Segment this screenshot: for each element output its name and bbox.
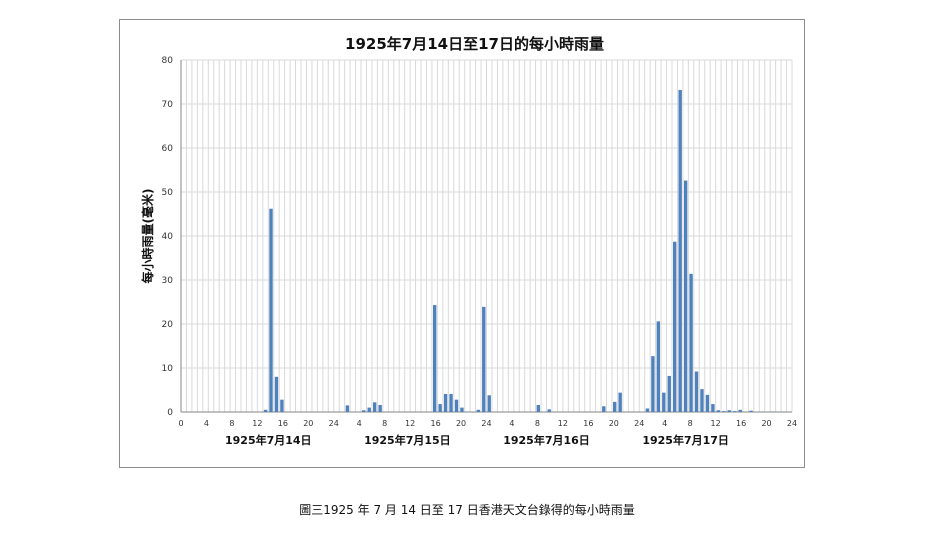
bar bbox=[662, 392, 666, 412]
x-tick-label: 20 bbox=[456, 419, 466, 428]
day-label: 1925年7月16日 bbox=[503, 433, 590, 447]
bar bbox=[705, 394, 710, 412]
bar bbox=[645, 408, 650, 412]
bar bbox=[482, 306, 486, 412]
bar bbox=[438, 404, 442, 412]
bar bbox=[476, 409, 481, 412]
bar bbox=[673, 241, 677, 412]
x-tick-label: 20 bbox=[303, 419, 313, 428]
x-tick-label: 8 bbox=[382, 419, 387, 428]
bar bbox=[263, 409, 268, 412]
bar bbox=[667, 375, 671, 412]
day-label: 1925年7月14日 bbox=[225, 433, 312, 447]
x-tick-label: 16 bbox=[736, 419, 746, 428]
bar bbox=[443, 393, 448, 412]
x-tick-label: 24 bbox=[481, 419, 491, 428]
x-tick-label: 4 bbox=[662, 419, 667, 428]
bar bbox=[771, 411, 775, 413]
x-tick-label: 8 bbox=[535, 419, 540, 428]
day-label: 1925年7月17日 bbox=[642, 433, 729, 447]
y-tick-label: 10 bbox=[162, 364, 174, 374]
bar bbox=[465, 411, 470, 413]
x-tick-label: 4 bbox=[204, 419, 209, 428]
x-tick-label: 20 bbox=[761, 419, 771, 428]
bar bbox=[602, 406, 606, 412]
bar bbox=[678, 89, 682, 413]
bar bbox=[274, 376, 279, 412]
bar bbox=[727, 410, 731, 412]
bar bbox=[694, 371, 699, 412]
bar bbox=[432, 305, 437, 412]
x-tick-label: 16 bbox=[430, 419, 440, 428]
figure-caption: 圖三1925 年 7 月 14 日至 17 日香港天文台錄得的每小時雨量 bbox=[299, 503, 635, 517]
bar bbox=[722, 411, 726, 412]
bar bbox=[716, 410, 721, 412]
x-tick-label: 24 bbox=[634, 419, 644, 428]
bar bbox=[618, 392, 622, 412]
bar bbox=[711, 404, 715, 412]
bar bbox=[656, 321, 661, 412]
bar bbox=[378, 404, 382, 412]
y-tick-label: 60 bbox=[162, 144, 174, 154]
x-tick-label: 12 bbox=[252, 419, 262, 428]
y-tick-label: 40 bbox=[162, 232, 174, 242]
bar bbox=[449, 393, 453, 412]
y-axis-label: 每小時雨量(毫米) bbox=[140, 189, 155, 284]
chart-title: 1925年7月14日至17日的每小時雨量 bbox=[345, 35, 604, 53]
x-tick-label: 12 bbox=[711, 419, 721, 428]
bar bbox=[689, 273, 693, 412]
bar bbox=[683, 180, 688, 412]
bar bbox=[738, 409, 742, 412]
x-tick-label: 24 bbox=[787, 419, 797, 428]
x-tick-label: 16 bbox=[583, 419, 593, 428]
bar bbox=[733, 411, 737, 412]
bar bbox=[362, 410, 366, 412]
bar bbox=[460, 407, 464, 412]
bar bbox=[487, 395, 491, 412]
bar bbox=[280, 399, 284, 412]
bar bbox=[760, 411, 764, 413]
y-tick-label: 30 bbox=[162, 276, 174, 286]
bar bbox=[269, 208, 273, 412]
bar bbox=[454, 399, 459, 412]
x-tick-label: 20 bbox=[609, 419, 619, 428]
bar bbox=[613, 401, 617, 412]
x-tick-label: 24 bbox=[329, 419, 339, 428]
y-tick-label: 70 bbox=[162, 100, 174, 110]
chart-frame: 0 10 20 30 40 50 60 70 80 0 4 8 12 16 20 24 4 8 12 16 20 24 4 8… bbox=[119, 19, 805, 468]
x-tick-label: 0 bbox=[178, 419, 183, 428]
bar bbox=[372, 402, 377, 412]
x-tick-label: 4 bbox=[509, 419, 514, 428]
chart-svg: 0 10 20 30 40 50 60 70 80 0 4 8 12 16 20 24 4 8 12 16 20 24 4 8… bbox=[140, 35, 797, 447]
x-tick-label: 8 bbox=[688, 419, 693, 428]
y-tick-label: 80 bbox=[162, 56, 174, 66]
x-tick-label: 4 bbox=[357, 419, 362, 428]
x-tick-label: 12 bbox=[405, 419, 415, 428]
x-tick-label: 16 bbox=[278, 419, 288, 428]
bar bbox=[651, 356, 655, 412]
y-tick-label: 20 bbox=[162, 320, 174, 330]
day-label: 1925年7月15日 bbox=[364, 433, 451, 447]
x-tick-label: 12 bbox=[558, 419, 568, 428]
x-tick-label: 8 bbox=[229, 419, 234, 428]
bar bbox=[345, 405, 350, 412]
y-tick-label: 0 bbox=[167, 408, 173, 418]
bar bbox=[367, 407, 371, 412]
bar bbox=[782, 411, 786, 413]
bar bbox=[700, 389, 704, 412]
y-tick-label: 50 bbox=[162, 188, 174, 198]
bar bbox=[536, 404, 541, 412]
bar bbox=[749, 410, 753, 412]
bar bbox=[547, 409, 551, 412]
